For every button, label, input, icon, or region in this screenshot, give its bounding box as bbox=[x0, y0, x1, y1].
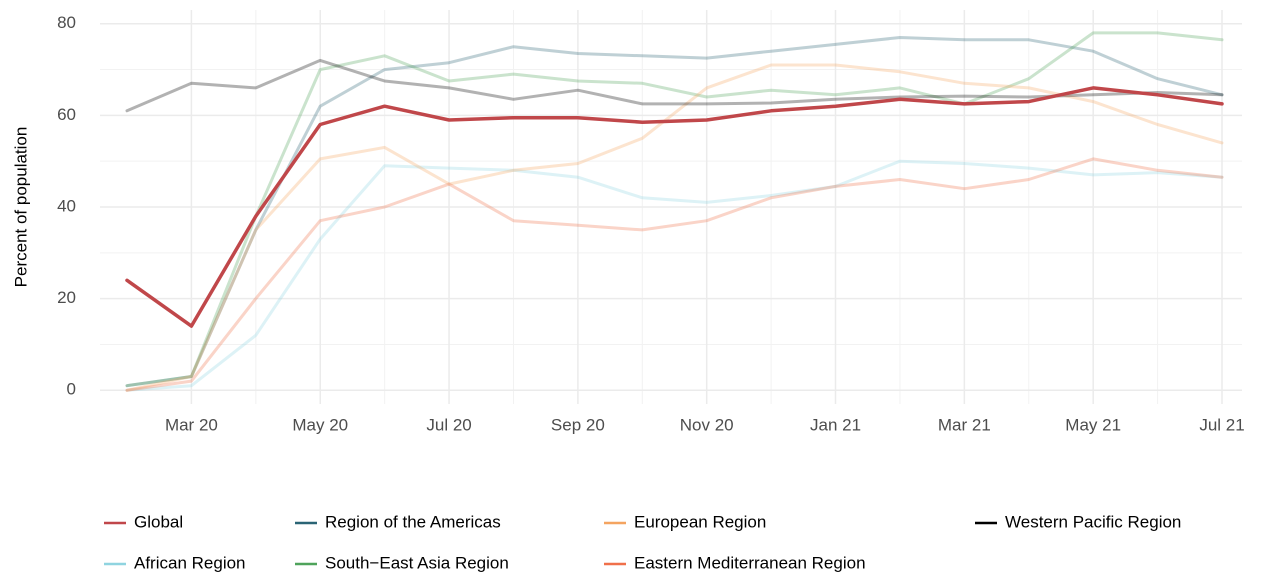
y-tick-label: 0 bbox=[67, 380, 76, 399]
series-line bbox=[125, 63, 1224, 392]
y-tick-label: 20 bbox=[57, 288, 76, 307]
x-tick-label: May 21 bbox=[1065, 415, 1121, 434]
legend-label: Region of the Americas bbox=[325, 512, 501, 531]
series-line bbox=[125, 86, 1224, 328]
y-tick-label: 60 bbox=[57, 105, 76, 124]
y-tick-label: 40 bbox=[57, 196, 76, 215]
series-line bbox=[125, 157, 1224, 392]
series-line bbox=[125, 31, 1224, 388]
grid bbox=[100, 10, 1242, 404]
legend-label: Eastern Mediterranean Region bbox=[634, 553, 866, 572]
series-line bbox=[125, 36, 1224, 388]
x-tick-label: Mar 21 bbox=[938, 415, 991, 434]
x-tick-label: Jul 20 bbox=[426, 415, 471, 434]
y-axis-label: Percent of population bbox=[11, 127, 30, 288]
axes: 0 20 40 60 80 Mar 20 May 20 Jul 20 Sep 20 Nov 20 J… bbox=[57, 13, 1245, 434]
series-line bbox=[125, 159, 1224, 392]
x-tick-label: May 20 bbox=[292, 415, 348, 434]
legend-label: Western Pacific Region bbox=[1005, 512, 1181, 531]
y-tick-label: 80 bbox=[57, 13, 76, 32]
legend-label: European Region bbox=[634, 512, 766, 531]
x-tick-label: Sep 20 bbox=[551, 415, 605, 434]
legend-label: Global bbox=[134, 512, 183, 531]
x-tick-label: Nov 20 bbox=[680, 415, 734, 434]
series-line bbox=[125, 58, 1224, 113]
legend-label: South−East Asia Region bbox=[325, 553, 509, 572]
x-tick-label: Jan 21 bbox=[810, 415, 861, 434]
x-tick-label: Mar 20 bbox=[165, 415, 218, 434]
legend-label: African Region bbox=[134, 553, 246, 572]
lines bbox=[125, 31, 1224, 392]
x-tick-label: Jul 21 bbox=[1199, 415, 1244, 434]
legend: Global African Region Region of the Americ… bbox=[104, 512, 1181, 572]
